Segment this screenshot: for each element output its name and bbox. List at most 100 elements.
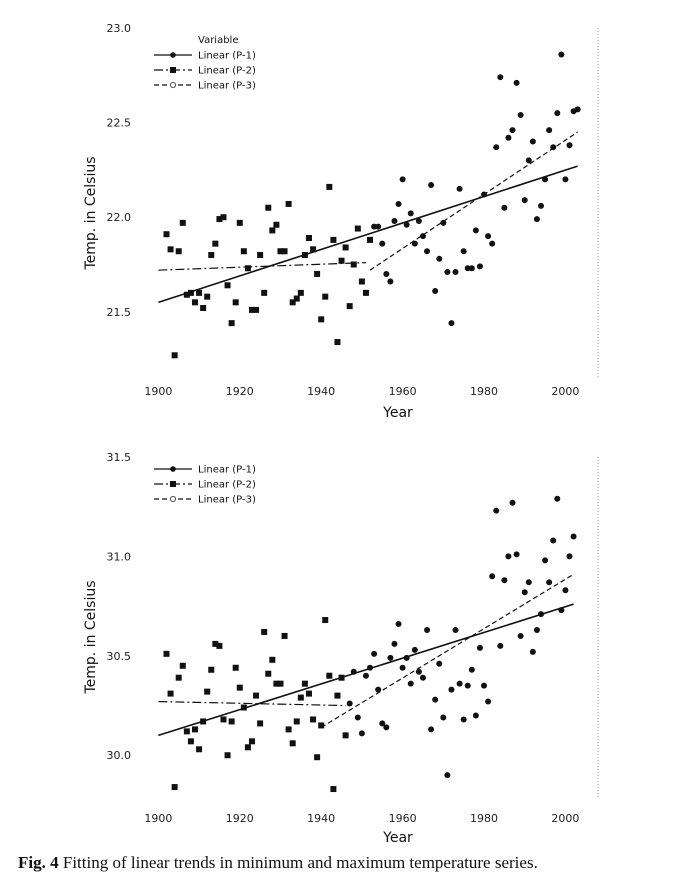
- data-point-circle: [403, 221, 410, 228]
- data-point-square: [187, 289, 194, 296]
- data-point-circle: [460, 716, 467, 723]
- data-point-square: [171, 784, 178, 791]
- data-point-square: [224, 282, 231, 289]
- data-point-circle: [464, 682, 471, 689]
- data-point-circle: [513, 79, 520, 86]
- data-point-circle: [501, 577, 508, 584]
- data-point-circle: [546, 579, 553, 586]
- data-point-circle: [371, 650, 378, 657]
- data-point-circle: [509, 127, 516, 134]
- data-point-square: [167, 690, 174, 697]
- x-tick-label: 2000: [551, 812, 579, 825]
- data-point-circle: [476, 263, 483, 270]
- data-point-circle: [533, 216, 540, 223]
- data-point-square: [326, 672, 333, 679]
- data-point-square: [175, 674, 182, 681]
- legend-entry-label: Linear (P-3): [198, 495, 256, 506]
- data-point-square: [358, 278, 365, 285]
- data-point-square: [191, 726, 198, 733]
- trend-line-dashdot: [158, 700, 346, 707]
- data-point-square: [318, 722, 325, 729]
- data-point-square: [200, 305, 207, 311]
- trend-line-solid: [158, 603, 574, 737]
- data-point-circle: [489, 573, 496, 580]
- data-point-square: [342, 244, 349, 251]
- chart-maximum-temperature: 1900 1920 1940 1960 1980 2000 30.0 30.5 31.0 31.5…: [83, 451, 599, 846]
- y-tick-label: 30.0: [107, 749, 132, 762]
- data-point-circle: [554, 495, 561, 502]
- data-point-circle: [415, 217, 422, 224]
- data-point-square: [257, 720, 264, 727]
- x-tick-label: 1940: [307, 385, 335, 398]
- data-point-square: [224, 752, 231, 759]
- legend-entry-label: Linear (P-1): [198, 465, 256, 476]
- data-point-circle: [525, 579, 532, 586]
- data-point-square: [281, 248, 288, 255]
- legend: Linear (P-1) Linear (P-2) Linear (P-3): [154, 465, 256, 506]
- x-tick-label: 1940: [307, 812, 335, 825]
- legend-marker-open-circle: [169, 81, 177, 89]
- data-point-circle: [428, 182, 435, 189]
- y-tick-label: 21.5: [107, 306, 132, 319]
- data-point-circle: [419, 674, 426, 681]
- data-point-circle: [570, 533, 577, 540]
- data-point-circle: [428, 726, 435, 733]
- data-point-square: [334, 692, 341, 699]
- x-axis-label: Year: [382, 405, 413, 421]
- data-point-circle: [411, 240, 418, 247]
- data-point-square: [293, 295, 300, 302]
- data-point-square: [253, 692, 260, 699]
- data-point-circle: [566, 142, 573, 149]
- data-point-square: [305, 690, 312, 697]
- data-point-circle: [444, 772, 451, 779]
- data-point-circle: [424, 248, 431, 255]
- figure-caption: Fig. 4 Fitting of linear trends in minim…: [18, 853, 678, 873]
- data-point-square: [269, 656, 276, 663]
- data-point-circle: [550, 537, 557, 544]
- data-point-circle: [444, 269, 451, 276]
- data-point-square: [338, 257, 345, 264]
- data-point-circle: [395, 621, 402, 628]
- data-point-circle: [383, 724, 390, 731]
- x-tick-label: 1900: [144, 385, 172, 398]
- data-point-square: [367, 236, 374, 243]
- data-point-circle: [456, 680, 463, 687]
- data-point-square: [232, 299, 239, 306]
- data-point-circle: [562, 176, 569, 183]
- data-point-square: [297, 289, 304, 296]
- data-point-square: [314, 754, 321, 761]
- data-point-square: [273, 680, 280, 687]
- data-point-circle: [538, 202, 545, 209]
- y-tick-label: 31.0: [107, 550, 132, 563]
- data-point-square: [175, 248, 182, 255]
- data-point-square: [163, 650, 170, 657]
- data-point-circle: [566, 553, 573, 560]
- data-point-square: [322, 617, 329, 624]
- caption-text: Fitting of linear trends in minimum and …: [62, 853, 538, 872]
- data-point-square: [212, 240, 219, 247]
- data-point-square: [236, 219, 243, 226]
- data-point-square: [187, 738, 194, 745]
- data-point-square: [261, 628, 268, 635]
- data-point-circle: [448, 320, 455, 327]
- x-tick-label: 2000: [551, 385, 579, 398]
- data-point-circle: [399, 176, 406, 183]
- data-point-circle: [432, 696, 439, 703]
- y-tick-label: 31.5: [107, 451, 132, 464]
- data-point-circle: [452, 626, 459, 633]
- data-point-square: [322, 293, 329, 300]
- data-point-circle: [358, 730, 365, 737]
- data-point-circle: [509, 499, 516, 506]
- x-tick-label: 1960: [389, 812, 417, 825]
- data-point-square: [179, 662, 186, 669]
- data-point-circle: [354, 714, 361, 721]
- data-point-square: [216, 642, 223, 649]
- x-tick-label: 1900: [144, 812, 172, 825]
- data-point-square: [244, 265, 251, 272]
- data-point-square: [330, 236, 337, 243]
- legend-entry-label: Linear (P-1): [198, 51, 256, 62]
- legend-entry-label: Linear (P-3): [198, 81, 256, 92]
- data-point-square: [244, 744, 251, 751]
- data-point-square: [346, 303, 353, 310]
- data-point-circle: [468, 265, 475, 272]
